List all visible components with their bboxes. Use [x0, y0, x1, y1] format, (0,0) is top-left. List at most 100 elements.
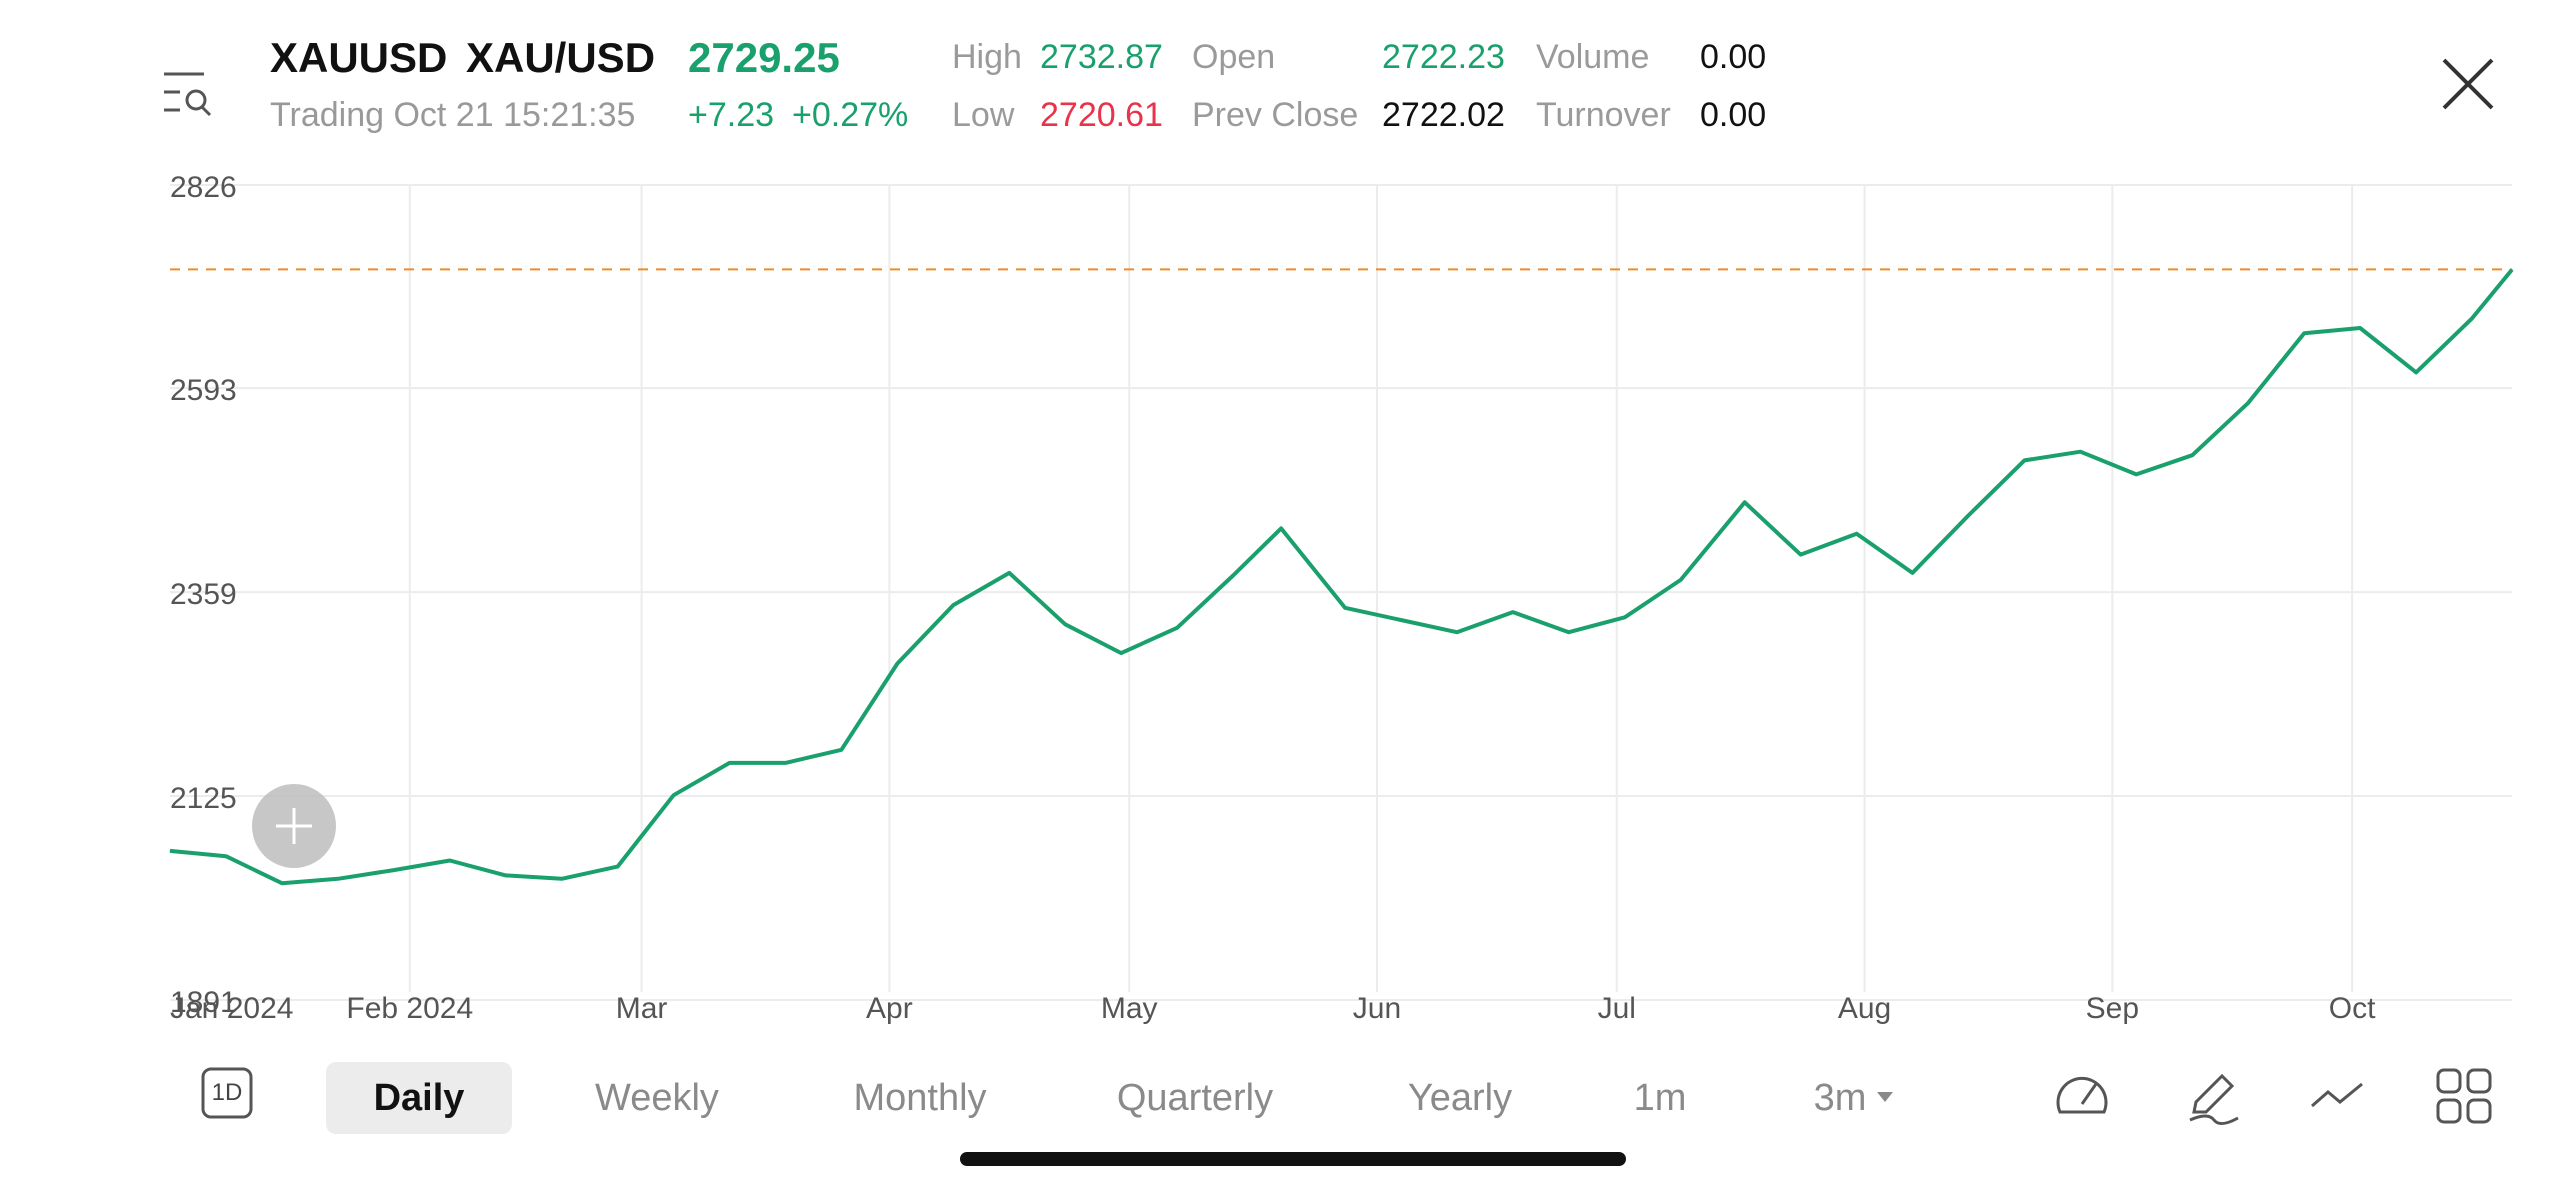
prev-close-value: 2722.02 — [1382, 96, 1505, 134]
x-tick-label: Apr — [866, 992, 913, 1025]
price-point — [561, 878, 563, 880]
price-point — [1624, 616, 1626, 618]
price-point — [1008, 572, 1010, 574]
high-value: 2732.87 — [1040, 38, 1163, 76]
1d-button[interactable]: 1D — [200, 1066, 254, 1120]
low-value: 2720.61 — [1040, 96, 1163, 134]
y-tick-label: 2826 — [170, 175, 237, 204]
price-point — [225, 855, 227, 857]
low-label: Low — [952, 96, 1015, 134]
y-tick-label: 2593 — [170, 374, 237, 407]
price-point — [393, 869, 395, 871]
price-point — [896, 663, 898, 665]
tab-weekly[interactable]: Weekly — [595, 1077, 719, 1119]
tab-1m[interactable]: 1m — [1633, 1077, 1687, 1119]
price-point — [2471, 317, 2473, 319]
add-button[interactable] — [252, 784, 336, 868]
tab-yearly[interactable]: Yearly — [1407, 1077, 1513, 1119]
price-point — [169, 850, 171, 852]
price-point — [449, 860, 451, 862]
price-point — [1568, 631, 1570, 633]
price-point — [1400, 619, 1402, 621]
list-search-icon[interactable] — [160, 66, 216, 122]
x-tick-label: Jan 2024 — [170, 992, 293, 1025]
price-series-points — [169, 269, 2513, 884]
tab-quarterly[interactable]: Quarterly — [1116, 1077, 1274, 1119]
price-point — [2023, 459, 2025, 461]
price-point — [673, 794, 675, 796]
price-change-pct: +0.27% — [792, 96, 909, 134]
grid-icon[interactable] — [2434, 1066, 2494, 1126]
1d-icon — [201, 1067, 253, 1119]
price-point — [784, 762, 786, 764]
price-chart[interactable]: 2826 2593 2359 2125 1891 Jan 2024 Feb 2024 Mar… — [0, 175, 2556, 1045]
price-point — [1456, 631, 1458, 633]
open-label: Open — [1192, 38, 1276, 76]
x-tick-label: Jun — [1353, 992, 1401, 1025]
x-tick-label: Mar — [616, 992, 668, 1025]
chevron-down-icon[interactable] — [1876, 1090, 1894, 1109]
turnover-label: Turnover — [1536, 96, 1671, 134]
y-tick-label: 2359 — [170, 578, 237, 611]
price-point — [2247, 402, 2249, 404]
price-point — [729, 762, 731, 764]
price-point — [617, 866, 619, 868]
price-point — [1232, 575, 1234, 577]
price-point — [1280, 527, 1282, 529]
price-point — [1912, 572, 1914, 574]
y-tick-label: 2125 — [170, 782, 237, 815]
plus-icon — [252, 784, 336, 868]
line-chart-icon[interactable] — [2308, 1066, 2368, 1126]
last-price: 2729.25 — [688, 34, 840, 81]
prev-close-label: Prev Close — [1192, 96, 1359, 134]
y-axis: 2826 2593 2359 2125 1891 — [170, 175, 237, 1019]
tab-daily[interactable]: Daily — [326, 1062, 512, 1134]
1d-label: 1D — [211, 1079, 243, 1106]
high-label: High — [952, 38, 1022, 76]
speedometer-icon[interactable] — [2052, 1066, 2112, 1126]
tab-monthly[interactable]: Monthly — [853, 1077, 987, 1119]
price-series-line — [169, 268, 2514, 886]
price-point — [2191, 454, 2193, 456]
price-point — [952, 604, 954, 606]
x-tick-label: Feb 2024 — [346, 992, 473, 1025]
price-point — [2359, 327, 2361, 329]
y-tick-label: 1891 — [170, 986, 237, 1019]
x-tick-label: Jul — [1598, 992, 1636, 1025]
price-point — [1680, 579, 1682, 581]
x-axis: Jan 2024 Feb 2024 Mar Apr May Jun Jul Aug Sep Oct — [170, 992, 2376, 1025]
price-point — [1064, 623, 1066, 625]
x-tick-label: Oct — [2329, 992, 2376, 1025]
price-point — [2303, 332, 2305, 334]
trading-status: Trading Oct 21 15:21:35 — [270, 96, 636, 134]
price-point — [281, 882, 283, 884]
pencil-icon[interactable] — [2184, 1066, 2244, 1126]
chart-grid — [170, 184, 2512, 1001]
price-point — [2079, 451, 2081, 453]
price-point — [505, 874, 507, 876]
symbol-code: XAUUSD — [270, 34, 448, 81]
price-point — [1512, 611, 1514, 613]
close-icon[interactable] — [2430, 46, 2506, 122]
price-point — [2511, 269, 2513, 271]
x-tick-label: Aug — [1838, 992, 1891, 1025]
x-tick-label: Sep — [2086, 992, 2139, 1025]
price-point — [840, 749, 842, 751]
volume-value: 0.00 — [1700, 38, 1767, 76]
x-tick-label: May — [1101, 992, 1158, 1025]
turnover-value: 0.00 — [1700, 96, 1767, 134]
price-point — [2415, 371, 2417, 373]
home-indicator — [960, 1152, 1626, 1166]
price-point — [1344, 607, 1346, 609]
price-point — [2135, 473, 2137, 475]
price-point — [1800, 554, 1802, 556]
volume-label: Volume — [1536, 38, 1650, 76]
price-point — [337, 878, 339, 880]
price-point — [1176, 627, 1178, 629]
price-point — [1856, 533, 1858, 535]
tab-3m[interactable]: 3m — [1813, 1077, 1867, 1119]
open-value: 2722.23 — [1382, 38, 1505, 76]
price-change: +7.23 — [688, 96, 775, 134]
price-point — [1744, 501, 1746, 503]
price-point — [1967, 514, 1969, 516]
